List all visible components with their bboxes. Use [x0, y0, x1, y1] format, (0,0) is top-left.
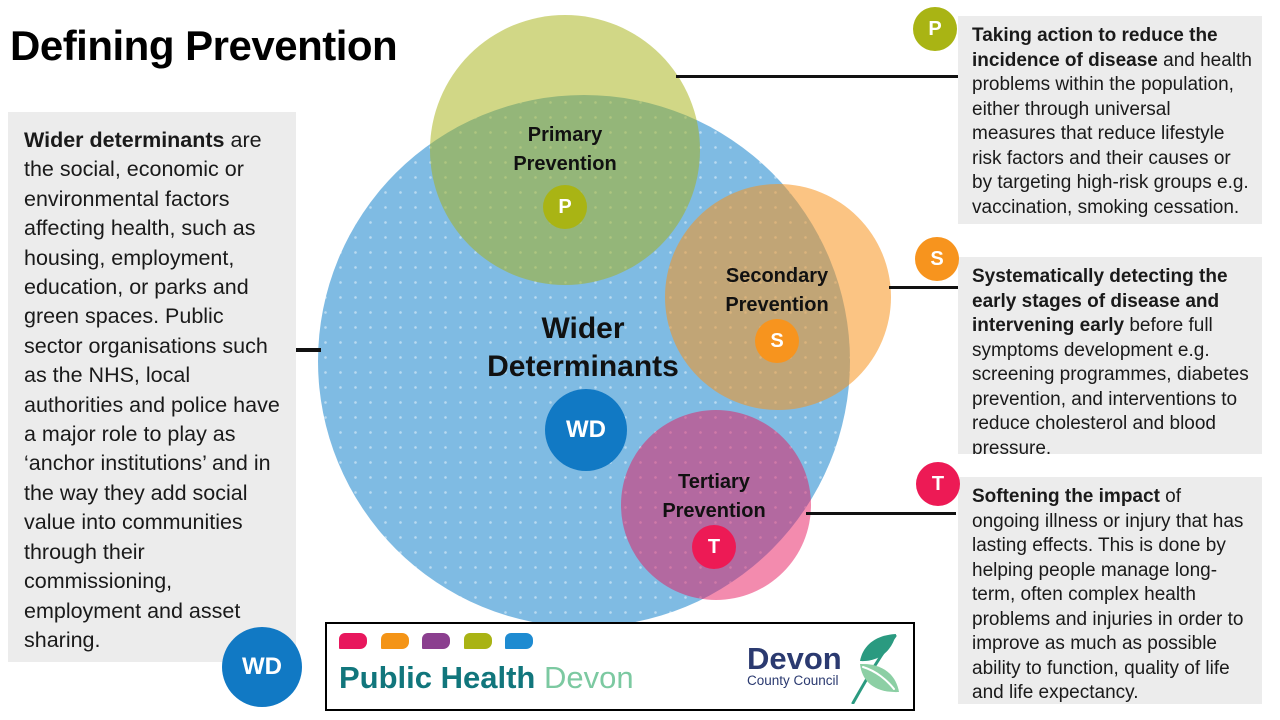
connector-tertiary	[806, 512, 956, 515]
brand-square-blue-icon	[505, 633, 533, 649]
brand-square-olive-icon	[464, 633, 492, 649]
secondary-callout-badge: S	[915, 237, 959, 281]
tertiary-badge: T	[692, 525, 736, 569]
tertiary-callout-panel: Softening the impact of ongoing illness …	[958, 477, 1262, 704]
primary-callout-badge: P	[913, 7, 957, 51]
brand-square-purple-icon	[422, 633, 450, 649]
public-health-text: Public Health	[339, 660, 536, 695]
primary-callout-bold: Taking action to reduce the incidence of…	[972, 25, 1218, 71]
wider-determinants-badge: WD	[545, 389, 627, 471]
venn-circle-secondary-prevention	[665, 184, 891, 410]
wider-determinants-label: Wider Determinants	[487, 312, 679, 383]
council-subtitle: County Council	[747, 673, 839, 688]
council-name: Devon	[747, 641, 842, 676]
public-health-devon-wordmark: Public Health Devon	[339, 660, 634, 696]
brand-square-pink-icon	[339, 633, 367, 649]
secondary-badge: S	[755, 319, 799, 363]
venn-circle-primary-prevention	[430, 15, 700, 285]
devon-county-council-logo: Devon County Council	[747, 641, 842, 688]
connector-primary	[676, 75, 958, 78]
wider-determinants-panel-text: are the social, economic or environmenta…	[24, 128, 280, 652]
primary-callout-panel: Taking action to reduce the incidence of…	[958, 16, 1262, 224]
devon-text: Devon	[544, 660, 634, 695]
leaf-icon	[851, 634, 899, 704]
primary-prevention-label: Primary Prevention	[513, 124, 617, 175]
wider-determinants-panel: Wider determinants are the social, econo…	[8, 112, 296, 662]
connector-secondary	[889, 286, 958, 289]
tertiary-prevention-label: Tertiary Prevention	[662, 471, 766, 522]
tertiary-callout-bold: Softening the impact	[972, 486, 1160, 507]
brand-square-orange-icon	[381, 633, 409, 649]
secondary-prevention-label: Secondary Prevention	[725, 265, 829, 316]
wd-badge-panel: WD	[222, 627, 302, 707]
page-title: Defining Prevention	[10, 22, 398, 69]
connector-wider-determinants	[293, 348, 321, 352]
primary-callout-text: and health problems within the populatio…	[972, 49, 1252, 218]
public-health-devon-logo-box: Public Health Devon Devon County Council	[325, 622, 915, 711]
secondary-callout-bold: Systematically detecting the early stage…	[972, 266, 1228, 336]
tertiary-callout-badge: T	[916, 462, 960, 506]
secondary-callout-panel: Systematically detecting the early stage…	[958, 257, 1262, 454]
primary-badge: P	[543, 185, 587, 229]
wider-determinants-panel-bold: Wider determinants	[24, 128, 225, 152]
secondary-callout-text: before full symptoms development e.g. sc…	[972, 315, 1249, 454]
tertiary-callout-text: of ongoing illness or injury that has la…	[972, 486, 1244, 703]
